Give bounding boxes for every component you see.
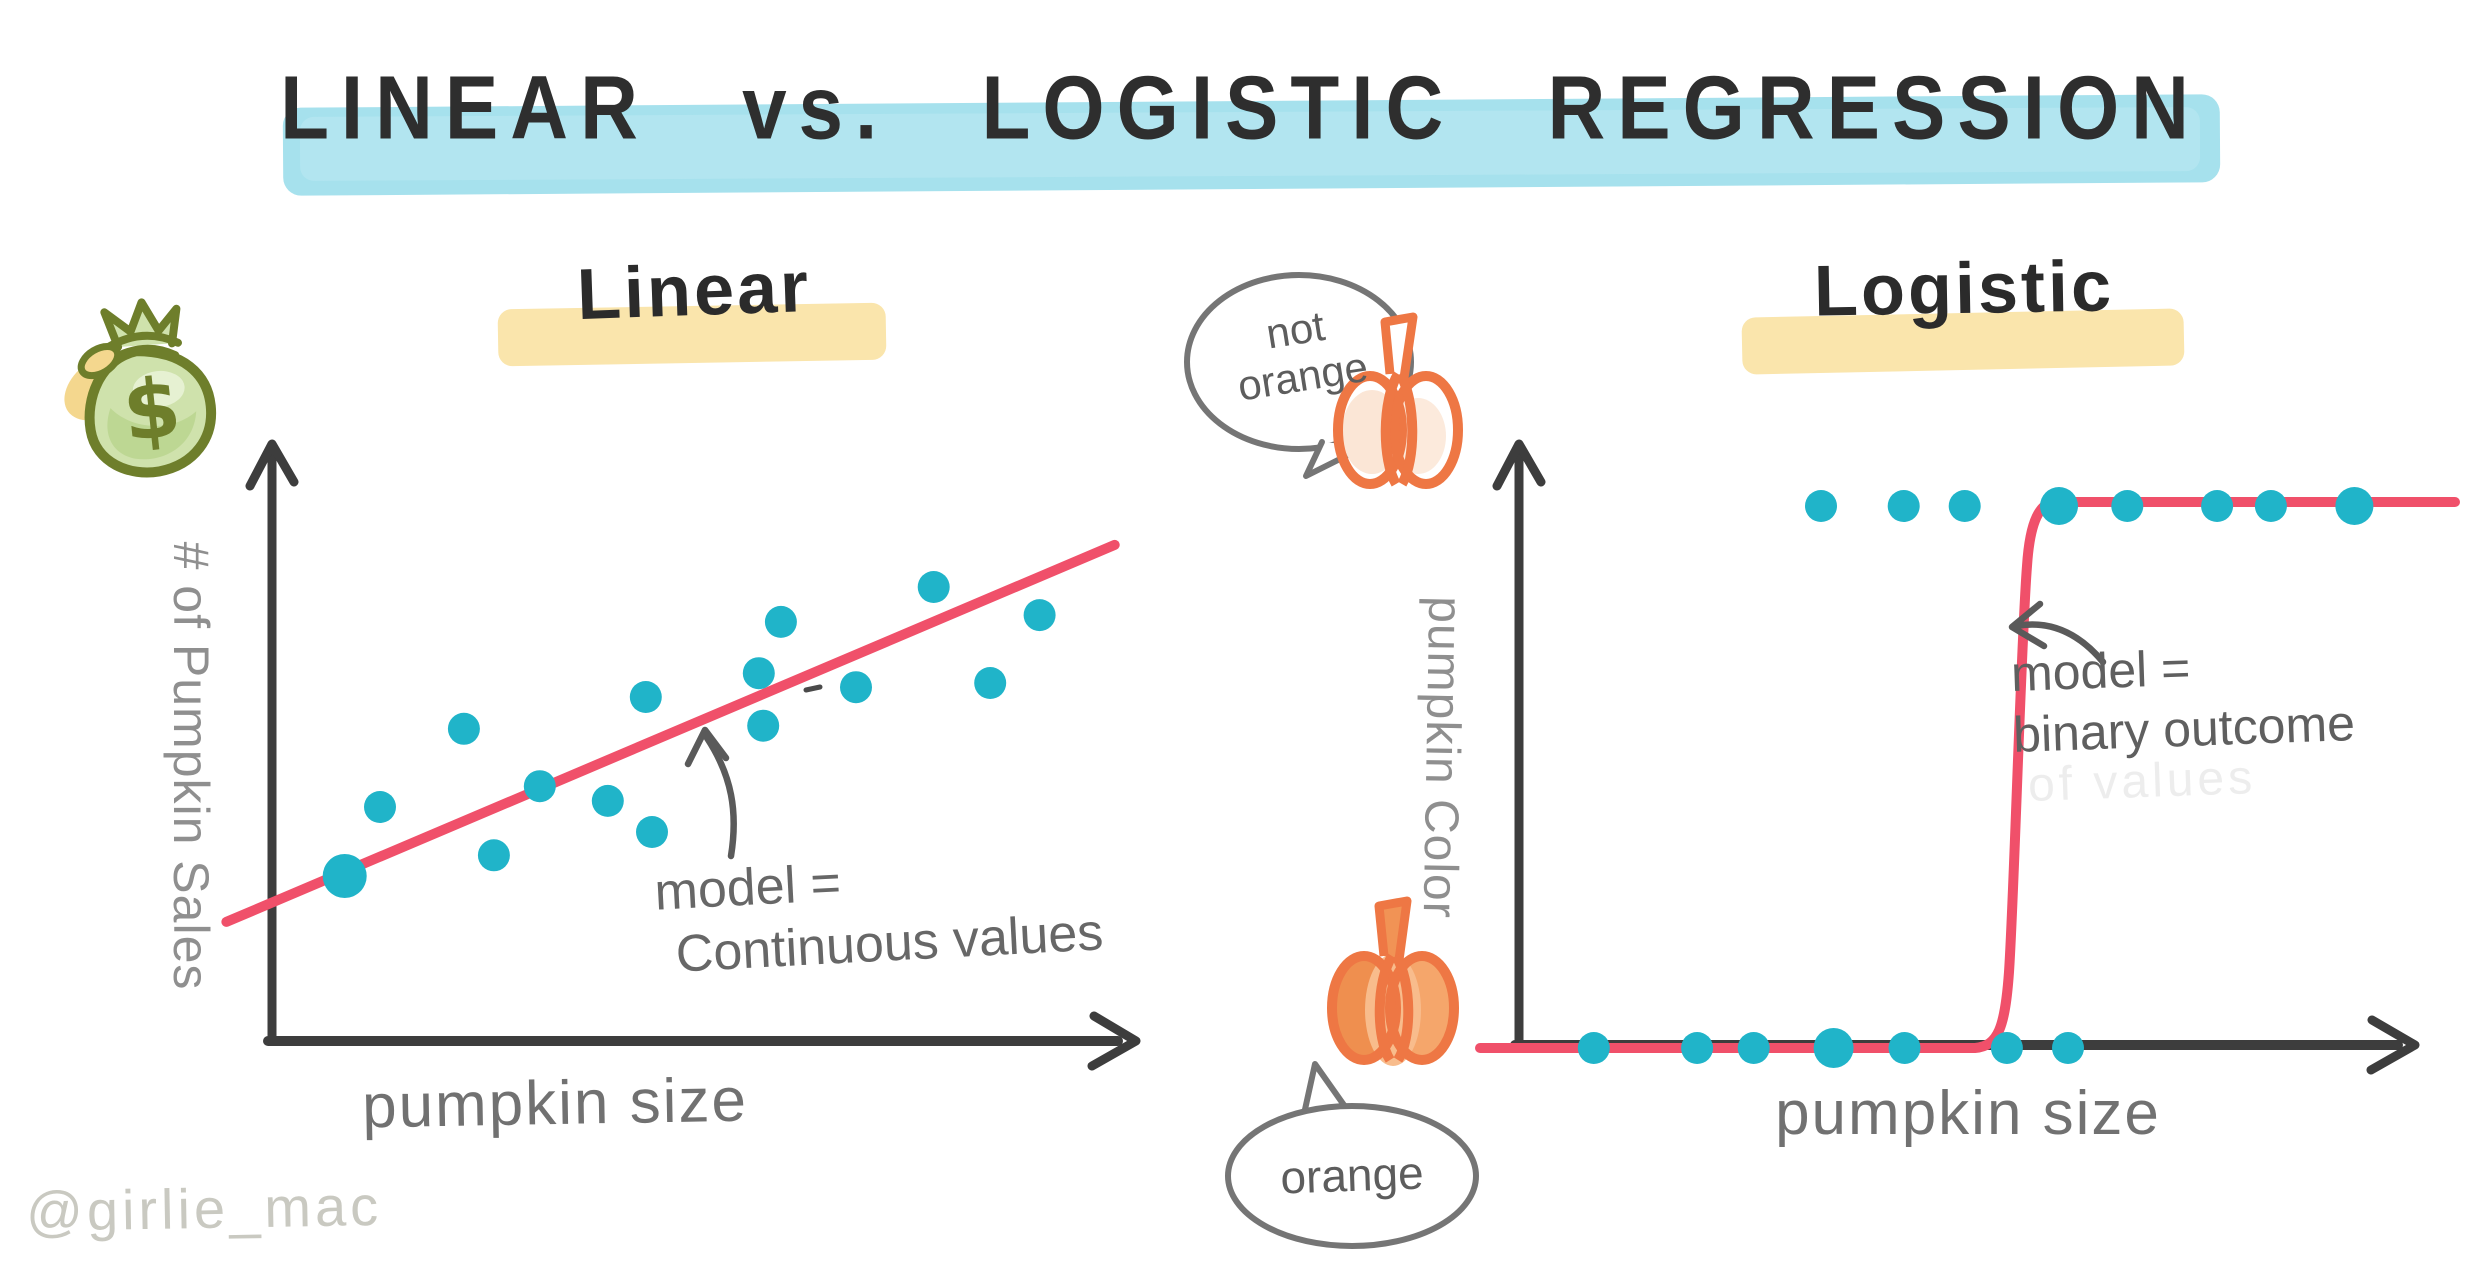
logistic-chart xyxy=(1475,439,2460,1075)
white-pumpkin-body xyxy=(1333,371,1463,489)
scatter-dot xyxy=(917,571,950,603)
logistic-x-axis-arrowhead-icon xyxy=(2366,1015,2420,1075)
scatter-dot xyxy=(364,791,396,823)
orange-pumpkin-body xyxy=(1327,951,1459,1065)
scatter-dot-orange xyxy=(1990,1032,2023,1064)
linear-scatter-dots xyxy=(322,571,1056,898)
scatter-dot-not-orange xyxy=(2335,487,2374,525)
linear-x-axis-label: pumpkin size xyxy=(361,1065,749,1142)
bubble-bottom-tail xyxy=(1301,1061,1349,1117)
bubble-bottom-outline xyxy=(1225,1103,1479,1249)
scatter-dot xyxy=(591,784,624,817)
scatter-dot-not-orange xyxy=(2201,490,2234,522)
orange-bubble-text: orange xyxy=(1279,1146,1425,1204)
white-pumpkin-stem xyxy=(1380,312,1418,379)
money-bag-icon: $ xyxy=(64,298,217,478)
linear-annotation-arrowhead-icon xyxy=(684,726,730,768)
scatter-dot-orange xyxy=(1888,1032,1921,1064)
scatter-dot-not-orange xyxy=(2111,490,2144,522)
linear-trend-line xyxy=(221,539,1120,927)
money-bag-ribbon-loop xyxy=(77,343,122,380)
scatter-dot-orange xyxy=(1737,1032,1770,1064)
linear-annotation-arrow xyxy=(703,734,737,860)
logistic-scatter-dots xyxy=(1577,487,2374,1068)
scatter-dot-not-orange xyxy=(1887,490,1920,522)
linear-model-annotation: model = Continuous values xyxy=(653,838,1105,988)
orange-pumpkin-icon xyxy=(1327,896,1459,1066)
not-orange-pumpkin-icon xyxy=(1333,312,1463,489)
scatter-dot xyxy=(974,667,1007,699)
orange-pumpkin-stem xyxy=(1374,896,1412,961)
scatter-dot-orange xyxy=(1577,1032,1610,1064)
logistic-x-axis-label: pumpkin size xyxy=(1775,1079,2161,1148)
logistic-model-annotation: model = binary outcome xyxy=(2010,632,2356,766)
logistic-annotation-arrow xyxy=(2012,621,2107,666)
artist-watermark: @girlie_mac xyxy=(25,1173,383,1244)
logistic-annotation-arrowhead-icon xyxy=(2008,600,2048,650)
logistic-y-axis-label: pumpkin Color xyxy=(1412,595,1472,920)
scatter-dot-orange xyxy=(2052,1032,2084,1064)
speech-bubble-orange xyxy=(1225,1061,1479,1249)
money-bag-outline xyxy=(84,346,217,478)
scatter-dot xyxy=(747,709,780,742)
scatter-dot-not-orange xyxy=(2254,490,2287,522)
scatter-dot xyxy=(636,816,668,848)
page-title: LINEAR vs. LOGISTIC REGRESSION xyxy=(280,57,2201,158)
scatter-dot xyxy=(322,854,367,898)
scatter-dot xyxy=(477,839,510,872)
scatter-dot xyxy=(1023,599,1056,632)
linear-y-axis-arrowhead-icon xyxy=(245,439,299,491)
scatter-dot-not-orange xyxy=(2040,487,2078,525)
scatter-dot xyxy=(764,605,797,638)
scatter-dot xyxy=(523,770,556,803)
linear-y-axis-label: # of Pumpkin Sales xyxy=(163,541,219,991)
money-bag-shade xyxy=(107,408,197,460)
linear-chart xyxy=(221,439,1141,1071)
stray-pen-mark xyxy=(803,684,823,693)
scatter-dot-orange xyxy=(1681,1032,1714,1064)
scatter-dot-orange xyxy=(1813,1028,1854,1068)
dollar-sign-icon: $ xyxy=(119,360,186,460)
logistic-y-axis-arrowhead-icon xyxy=(1492,439,1546,491)
money-bag-highlight xyxy=(132,370,185,408)
scatter-dot-not-orange xyxy=(1805,490,1837,522)
scatter-dot xyxy=(840,671,872,704)
logistic-sigmoid-curve xyxy=(1475,497,2460,1053)
scatter-dot-not-orange xyxy=(1948,490,1981,522)
erased-ghost-text: of values xyxy=(2027,751,2257,812)
scatter-dot xyxy=(629,681,662,713)
linear-x-axis-arrowhead-icon xyxy=(1087,1011,1141,1071)
scatter-dot xyxy=(447,712,480,745)
scatter-dot xyxy=(742,657,775,690)
